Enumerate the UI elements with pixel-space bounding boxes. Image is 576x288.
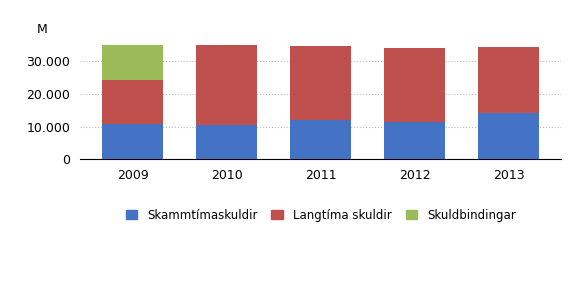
Bar [196, 45, 257, 125]
Bar [290, 46, 351, 120]
Bar [102, 80, 163, 124]
Bar [384, 48, 445, 122]
Legend: Skammtímaskuldir, Langtíma skuldir, Skuldbindingar: Skammtímaskuldir, Langtíma skuldir, Skul… [121, 204, 520, 226]
Bar [196, 125, 257, 159]
Text: M: M [37, 23, 48, 36]
Bar [478, 113, 539, 159]
Bar [478, 47, 539, 113]
Bar [102, 46, 163, 80]
Bar [384, 122, 445, 159]
Bar [102, 124, 163, 159]
Bar [290, 120, 351, 159]
